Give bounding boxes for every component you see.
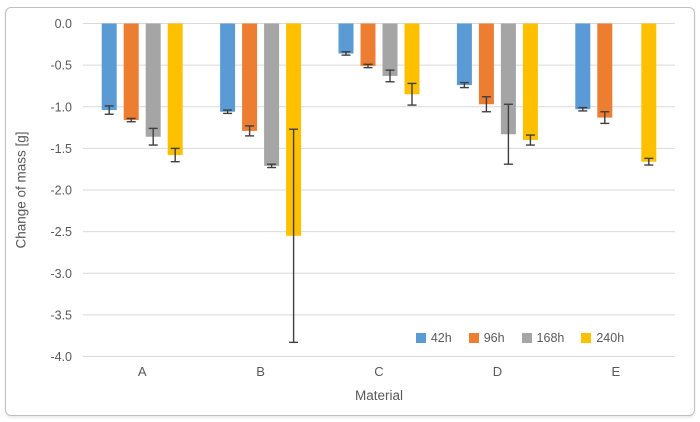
legend-item-96h: 96h [468,331,505,345]
y-tick-label: -4.0 [50,350,72,364]
y-tick-label: 0.0 [55,17,72,31]
legend-swatch-icon [415,333,426,343]
x-tick-label: E [611,364,620,379]
y-tick-label: -3.0 [50,267,72,281]
bar-96h-B [242,23,258,131]
bar-96h-E [597,23,613,118]
y-tick-label: -3.5 [50,308,72,322]
x-axis-title: Material [354,388,403,403]
legend-item-42h: 42h [415,331,452,345]
legend-swatch-icon [468,333,479,343]
bar-168h-D [500,23,516,135]
legend-item-240h: 240h [581,331,624,345]
bar-96h-C [360,23,376,66]
legend-label: 240h [596,331,625,345]
bar-168h-A [145,23,161,137]
y-tick-label: -1.0 [50,100,72,114]
y-tick-label: -2.5 [50,225,72,239]
bar-240h-D [522,23,538,141]
legend: 42h 96h 168h 240h [390,331,650,345]
legend-item-168h: 168h [521,331,565,345]
legend-swatch-icon [581,333,592,343]
x-tick-label: C [374,364,383,379]
x-tick-label: A [138,364,147,379]
bar-42h-E [575,23,591,110]
legend-swatch-icon [521,333,532,343]
bar-168h-C [382,23,398,76]
y-axis-title: Change of mass [g] [13,131,29,249]
x-tick-label: D [493,364,502,379]
legend-label: 96h [483,331,505,345]
y-tick-label: -0.5 [50,59,72,73]
bar-240h-C [404,23,420,95]
bar-96h-D [478,23,494,105]
bar-96h-A [123,23,139,121]
bar-42h-C [338,23,354,54]
bar-240h-E [641,23,657,162]
y-tick-label: -1.5 [50,142,72,156]
bar-42h-D [456,23,472,86]
bar-240h-A [167,23,183,156]
bar-42h-A [101,23,117,111]
bar-168h-B [264,23,280,166]
x-tick-label: B [256,364,265,379]
y-tick-label: -2.0 [50,184,72,198]
bar-42h-B [220,23,236,112]
legend-label: 168h [536,331,565,345]
legend-label: 42h [430,331,452,345]
